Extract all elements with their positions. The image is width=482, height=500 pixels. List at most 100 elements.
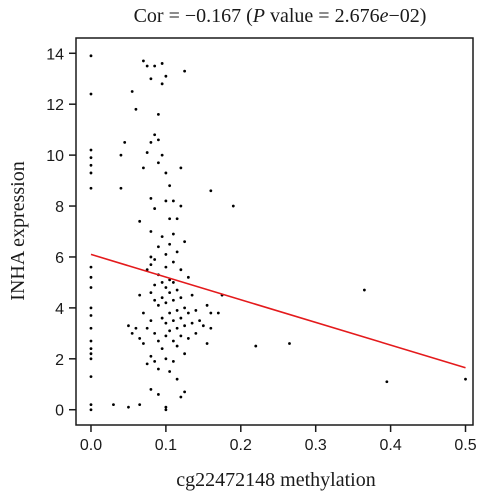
data-point [209, 326, 213, 330]
data-point [89, 92, 93, 96]
data-point [171, 281, 175, 284]
data-point [138, 403, 142, 407]
data-point [142, 342, 145, 345]
data-point [183, 306, 187, 310]
y-tick-label: 0 [55, 403, 64, 420]
data-point [183, 324, 187, 328]
data-point [149, 354, 153, 358]
data-point [186, 337, 190, 340]
data-point [171, 339, 175, 343]
data-point [201, 324, 205, 328]
data-point [142, 59, 145, 63]
data-point [153, 331, 157, 335]
data-point [168, 329, 172, 333]
data-point [183, 352, 187, 356]
data-point [164, 405, 168, 409]
data-point [89, 326, 93, 330]
data-point [160, 281, 164, 284]
data-point [194, 331, 198, 335]
data-point [156, 339, 160, 343]
data-point [288, 342, 291, 345]
data-point [89, 265, 93, 269]
data-point [156, 367, 160, 371]
data-point [179, 296, 183, 300]
data-point [171, 359, 175, 363]
data-point [254, 344, 258, 348]
data-point [160, 296, 164, 300]
data-point [164, 408, 168, 412]
y-tick-label: 4 [55, 301, 64, 318]
data-point [130, 331, 134, 335]
data-point [149, 291, 153, 295]
data-point [119, 153, 123, 157]
x-axis: 0.0 0.1 0.2 0.3 0.4 0.5 [80, 425, 477, 454]
data-point [149, 263, 153, 266]
x-tick-label: 0.2 [230, 437, 252, 454]
data-point [145, 326, 149, 330]
data-point [164, 265, 168, 269]
data-point [186, 311, 190, 315]
data-point [112, 403, 115, 407]
title-suffix: −02) [388, 5, 426, 27]
data-point [153, 359, 157, 363]
data-point [89, 186, 93, 190]
data-point [156, 112, 160, 116]
data-point [138, 337, 142, 340]
y-tick-label: 8 [55, 199, 64, 216]
data-point [183, 240, 187, 244]
data-point [156, 303, 160, 307]
data-point [194, 309, 198, 312]
data-point [164, 357, 168, 361]
data-point [160, 82, 164, 86]
data-point [89, 306, 93, 310]
title-italic-p: P [252, 5, 265, 27]
data-point [164, 301, 168, 305]
data-point [464, 377, 467, 381]
y-axis: 0 2 4 6 8 10 12 14 [46, 46, 76, 420]
data-point [89, 403, 93, 407]
data-point [153, 298, 157, 302]
data-point [89, 163, 93, 167]
data-point [190, 293, 194, 297]
regression-line-group [90, 253, 466, 369]
data-point [168, 217, 172, 221]
plot-frame [75, 37, 474, 426]
data-point [171, 298, 175, 302]
data-point [216, 311, 220, 315]
data-point [153, 283, 157, 287]
y-tick-label: 14 [46, 46, 64, 63]
data-point [127, 405, 130, 409]
data-point [156, 138, 160, 142]
data-point [231, 204, 235, 208]
data-point [175, 377, 179, 381]
data-point [89, 357, 93, 361]
data-point [138, 219, 142, 223]
data-point [156, 245, 160, 249]
data-point [190, 321, 194, 325]
data-point [149, 197, 153, 200]
data-point [149, 319, 153, 323]
data-point [168, 291, 172, 295]
data-point [149, 77, 153, 81]
data-point [175, 326, 179, 330]
data-point [175, 288, 179, 292]
data-point [89, 314, 93, 317]
data-point [168, 242, 172, 246]
data-point [164, 321, 168, 325]
x-tick-label: 0.1 [155, 437, 177, 454]
data-point [385, 380, 389, 384]
data-point [179, 334, 183, 338]
data-point [179, 316, 183, 320]
data-point [168, 370, 172, 373]
y-axis-title: INHA expression [7, 161, 29, 300]
data-point [179, 395, 183, 399]
data-point [160, 235, 164, 238]
data-point [168, 184, 172, 188]
data-point [89, 54, 93, 58]
data-point [89, 352, 93, 356]
title-prefix: Cor = −0.167 ( [134, 5, 254, 27]
data-point [149, 387, 153, 391]
data-point [89, 408, 93, 412]
data-point [183, 69, 187, 73]
data-point [142, 166, 145, 170]
